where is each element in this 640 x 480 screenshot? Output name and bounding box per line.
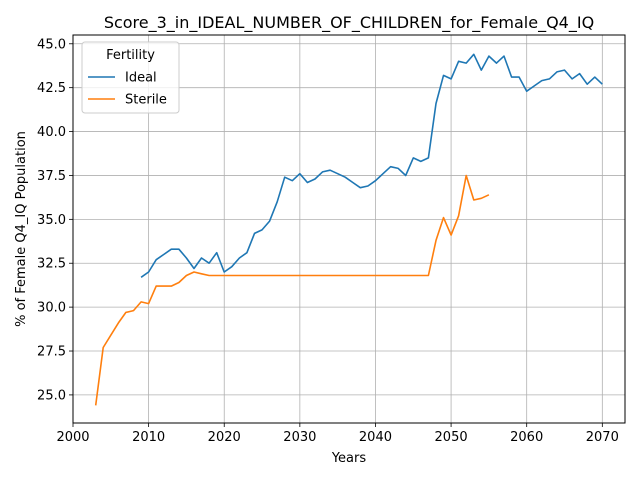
y-axis-ticks: 25.0 27.5 30.0 32.5 35.0 37.5 40.0 42.5 45.0 — [37, 37, 73, 403]
legend: Fertility Ideal Sterile — [81, 41, 180, 114]
series-line-sterile — [94, 174, 490, 406]
y-tick-label: 37.5 — [37, 169, 66, 184]
y-tick-label: 35.0 — [37, 213, 66, 228]
y-tick-label: 30.0 — [37, 301, 66, 316]
x-axis-label: Years — [331, 451, 367, 466]
x-tick-label: 2010 — [132, 430, 165, 445]
x-axis-ticks: 2000 2010 2020 2030 2040 2050 2060 2070 — [56, 423, 619, 445]
x-tick-label: 2040 — [359, 430, 392, 445]
series-line-ideal — [140, 53, 603, 278]
y-axis-label: % of Female Q4_IQ Population — [14, 131, 29, 327]
x-tick-label: 2030 — [283, 430, 316, 445]
chart-title: Score_3_in_IDEAL_NUMBER_OF_CHILDREN_for_… — [104, 13, 594, 33]
legend-box — [81, 41, 180, 114]
x-tick-label: 2000 — [56, 430, 89, 445]
x-tick-label: 2050 — [435, 430, 468, 445]
legend-title: Fertility — [106, 48, 155, 63]
grid-lines — [72, 35, 625, 423]
legend-entry: Ideal — [125, 71, 157, 86]
x-tick-label: 2020 — [208, 430, 241, 445]
x-tick-label: 2060 — [510, 430, 543, 445]
y-tick-label: 25.0 — [37, 388, 66, 403]
y-tick-label: 40.0 — [37, 125, 66, 140]
y-tick-label: 45.0 — [37, 37, 66, 52]
y-tick-label: 27.5 — [37, 345, 66, 360]
series-layer — [94, 53, 603, 406]
y-tick-label: 32.5 — [37, 257, 66, 272]
plot-frame — [72, 34, 626, 424]
x-tick-label: 2070 — [586, 430, 619, 445]
legend-entry: Sterile — [125, 93, 167, 108]
y-tick-label: 42.5 — [37, 81, 66, 96]
